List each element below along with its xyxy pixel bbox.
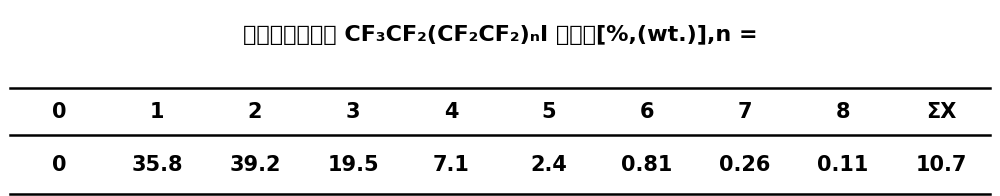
Text: 1: 1	[150, 102, 164, 122]
Text: 3: 3	[346, 102, 360, 122]
Text: 4: 4	[444, 102, 458, 122]
Text: 35.8: 35.8	[131, 155, 183, 175]
Text: 7.1: 7.1	[433, 155, 469, 175]
Text: 全氟烷基碘化物 CF₃CF₂(CF₂CF₂)ₙI 的分布[%,(wt.)],n =: 全氟烷基碘化物 CF₃CF₂(CF₂CF₂)ₙI 的分布[%,(wt.)],n …	[243, 25, 757, 45]
Text: 10.7: 10.7	[915, 155, 967, 175]
Text: 0.11: 0.11	[817, 155, 869, 175]
Text: 0.26: 0.26	[719, 155, 771, 175]
Text: 19.5: 19.5	[327, 155, 379, 175]
Text: 0: 0	[52, 102, 66, 122]
Text: 6: 6	[640, 102, 654, 122]
Text: 2: 2	[248, 102, 262, 122]
Text: 7: 7	[738, 102, 752, 122]
Text: ΣX: ΣX	[926, 102, 956, 122]
Text: 8: 8	[836, 102, 850, 122]
Text: 0: 0	[52, 155, 66, 175]
Text: 39.2: 39.2	[229, 155, 281, 175]
Text: 2.4: 2.4	[531, 155, 567, 175]
Text: 5: 5	[542, 102, 556, 122]
Text: 0.81: 0.81	[621, 155, 673, 175]
